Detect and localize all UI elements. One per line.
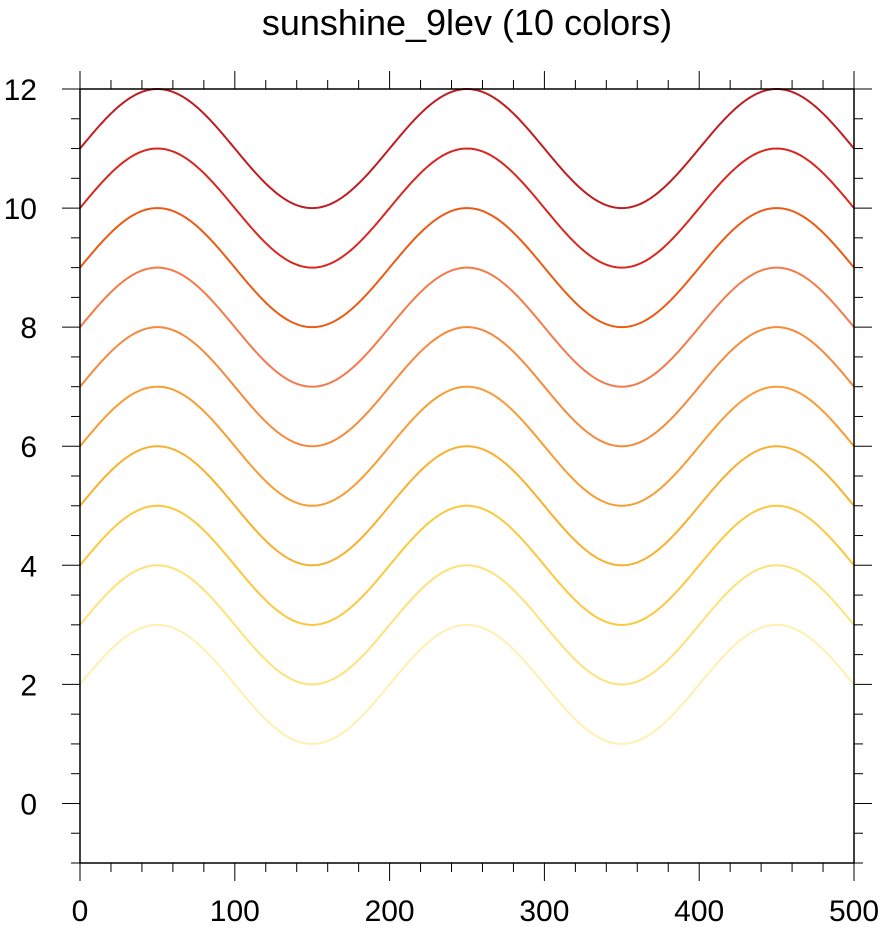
series-line-6: [79, 326, 855, 448]
series-line-5: [79, 385, 855, 507]
x-tick-label: 200: [365, 895, 415, 928]
y-tick-label: 0: [20, 788, 37, 821]
series-line-2: [79, 564, 855, 686]
chart-title: sunshine_9lev (10 colors): [262, 2, 672, 43]
series-line-9: [79, 147, 855, 269]
axis-ticks: [62, 71, 872, 881]
series-lines: [79, 87, 855, 745]
series-line-7: [79, 266, 855, 388]
y-tick-label: 12: [4, 74, 37, 107]
series-line-1: [79, 623, 855, 745]
x-tick-label: 400: [674, 895, 724, 928]
y-tick-label: 8: [20, 312, 37, 345]
y-tick-label: 6: [20, 431, 37, 464]
series-line-4: [79, 445, 855, 567]
x-tick-label: 0: [72, 895, 89, 928]
series-line-3: [79, 504, 855, 626]
series-line-8: [79, 207, 855, 329]
plot-frame: [79, 88, 855, 864]
tick-labels: 0 100 200 300 400 500 0 2 4 6 8 10 12: [4, 74, 879, 928]
y-tick-label: 2: [20, 669, 37, 702]
y-tick-label: 4: [20, 550, 37, 583]
x-tick-label: 100: [210, 895, 260, 928]
y-tick-label: 10: [4, 193, 37, 226]
x-tick-label: 300: [519, 895, 569, 928]
x-tick-label: 500: [829, 895, 879, 928]
